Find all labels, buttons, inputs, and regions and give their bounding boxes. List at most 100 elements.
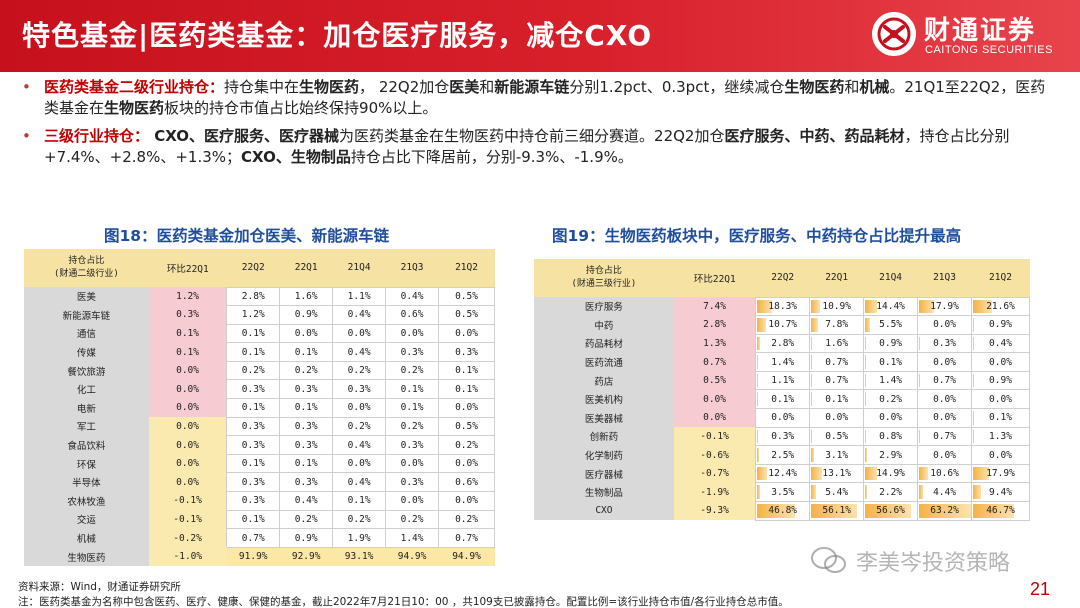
value-text: 0.2%	[294, 365, 318, 377]
row-value-cell: 2.8%	[226, 286, 281, 307]
row-value-cell: 1.6%	[809, 333, 865, 354]
row-value-cell: 0.0%	[863, 408, 919, 428]
row-name-cell: 医美	[24, 287, 149, 306]
value-databar	[919, 373, 920, 388]
row-value-cell: 0.5%	[438, 286, 495, 307]
value-text: 0.9%	[294, 532, 318, 544]
table-row: 生物制品 -1.9% 3.5% 5.4% 2.2% 4.4% 9.4%	[534, 482, 1030, 503]
row-value-cell: 17.9%	[917, 296, 972, 317]
table-row: 军工 0.0% 0.3% 0.3% 0.2% 0.2% 0.5%	[24, 416, 495, 437]
value-text: 0.0%	[989, 393, 1012, 405]
value-text: 0.0%	[933, 319, 956, 331]
value-text: 0.0%	[400, 495, 424, 507]
row-value-cell: 0.2%	[863, 389, 919, 410]
header-change-cell: 环比22Q1	[673, 259, 756, 297]
value-text: 0.0%	[400, 458, 424, 470]
row-name-cell: 药店	[534, 371, 674, 390]
row-value-cell: 46.7%	[971, 501, 1030, 521]
row-change-cell: 0.0%	[148, 435, 227, 455]
value-text: 12.4%	[768, 468, 798, 480]
value-text: 94.9%	[452, 551, 481, 563]
row-name-cell: 生物医药	[24, 547, 149, 566]
table-row: 生物医药 -1.0% 91.9% 92.9% 93.1% 94.9% 94.9%	[24, 547, 495, 566]
bullet-segment: CXO、生物制品	[241, 148, 351, 166]
watermark-text: 李美岑投资策略	[856, 551, 1011, 576]
value-text: 2.9%	[879, 449, 903, 461]
row-value-cell: 0.2%	[332, 509, 387, 530]
value-text: 0.0%	[294, 327, 318, 339]
value-text: 0.3%	[241, 420, 265, 432]
table-row: 药店 0.5% 1.1% 0.7% 1.4% 0.7% 0.9%	[534, 370, 1030, 391]
value-text: 0.1%	[241, 458, 265, 470]
value-text: 0.7%	[455, 532, 478, 544]
value-databar	[811, 336, 813, 351]
value-databar	[811, 299, 821, 314]
row-value-cell: 0.1%	[438, 360, 495, 381]
header-name-line: (财通二级行业)	[54, 269, 119, 279]
value-text: 14.9%	[876, 468, 905, 480]
value-text: 0.0%	[879, 412, 903, 424]
value-text: 0.1%	[241, 327, 265, 339]
bullet-dot-icon: •	[22, 78, 31, 96]
row-change-cell: -9.3%	[673, 501, 756, 521]
value-text: 0.2%	[879, 393, 903, 405]
table-row: 医疗器械 -0.7% 12.4% 13.1% 14.9% 10.6% 17.9%	[534, 463, 1030, 484]
row-value-cell: 0.0%	[332, 323, 387, 344]
row-value-cell: 0.5%	[438, 416, 495, 437]
row-value-cell: 0.1%	[226, 453, 281, 474]
table-row: 医疗服务 7.4% 18.3% 10.9% 14.4% 17.9% 21.6%	[534, 296, 1030, 317]
value-text: 91.9%	[238, 551, 268, 563]
row-value-cell: 46.8%	[755, 501, 811, 521]
row-value-cell: 1.2%	[226, 305, 281, 325]
value-databar	[811, 373, 812, 388]
row-change-cell: 1.2%	[148, 287, 227, 306]
row-value-cell: 0.3%	[279, 416, 334, 437]
value-text: 1.3%	[989, 430, 1012, 442]
value-text: 13.1%	[822, 468, 851, 480]
value-databar	[757, 318, 766, 332]
value-databar	[973, 504, 1014, 518]
value-databar	[757, 485, 761, 500]
fig19-title: 图19：生物医药板块中，医疗服务、中药持仓占比提升最高	[552, 227, 962, 245]
bullet-segment: ， 22Q2加仓	[359, 78, 450, 96]
header-period-cell: 21Q2	[438, 249, 495, 287]
value-databar	[973, 466, 989, 481]
value-text: 0.0%	[455, 327, 478, 339]
value-text: 0.1%	[455, 383, 478, 395]
row-value-cell: 4.4%	[917, 482, 972, 503]
row-value-cell: 0.0%	[438, 398, 495, 418]
value-text: 0.8%	[879, 430, 903, 442]
value-databar	[811, 448, 814, 462]
header-period-cell: 21Q4	[863, 259, 918, 297]
value-text: 0.9%	[989, 375, 1012, 387]
bullet-segment: 和	[479, 78, 495, 96]
row-value-cell: 0.2%	[279, 509, 334, 530]
table-row: 化学制药 -0.6% 2.5% 3.1% 2.9% 0.0% 0.0%	[534, 445, 1030, 465]
value-databar	[973, 318, 974, 332]
value-text: 0.2%	[347, 365, 371, 377]
row-value-cell: 0.0%	[971, 352, 1030, 372]
bullet-segment: 分别1.2pct、0.3pct，继续减仓	[569, 78, 785, 96]
row-value-cell: 1.1%	[755, 370, 811, 391]
row-value-cell: 0.7%	[917, 426, 972, 447]
value-text: 0.3%	[241, 495, 265, 507]
value-databar	[811, 318, 818, 332]
value-text: 0.0%	[455, 402, 478, 414]
value-text: 0.1%	[400, 402, 424, 414]
value-text: 0.0%	[933, 393, 956, 405]
value-text: 18.3%	[768, 300, 798, 312]
row-value-cell: 0.1%	[863, 352, 919, 372]
row-value-cell: 0.0%	[438, 453, 495, 474]
value-text: 0.4%	[347, 476, 371, 488]
value-text: 0.0%	[989, 356, 1012, 368]
value-text: 10.9%	[822, 300, 851, 312]
row-name-cell: 医美器械	[534, 408, 674, 428]
header-name-line: (财通三级行业)	[571, 279, 637, 289]
header-change-cell: 环比22Q1	[148, 249, 227, 287]
value-text: 17.9%	[930, 300, 959, 312]
value-text: 0.2%	[400, 420, 424, 432]
value-text: 0.0%	[771, 412, 795, 424]
bullet-segment: 生物医药	[104, 99, 165, 117]
row-value-cell: 0.1%	[755, 389, 811, 410]
bullet-segment: 新能源车链	[494, 78, 570, 96]
